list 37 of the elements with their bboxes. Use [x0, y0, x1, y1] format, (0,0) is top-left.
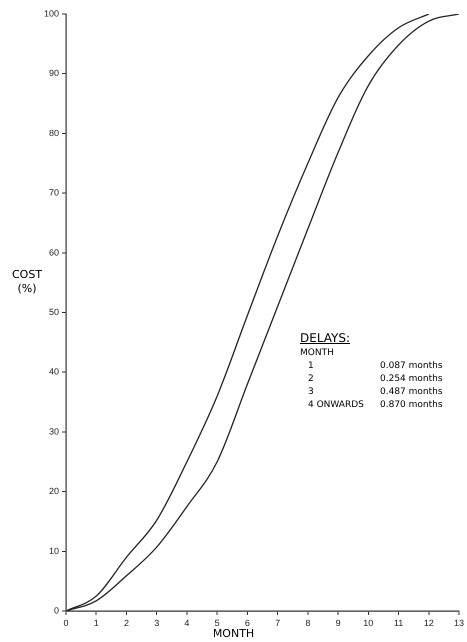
y-tick-label: 90	[48, 68, 59, 78]
x-tick-label: 12	[424, 618, 434, 628]
x-axis-title: MONTH	[212, 627, 256, 641]
x-tick-label: 9	[336, 618, 341, 628]
annotation: 4 ONWARDS	[307, 399, 365, 412]
annotation: 0.487 months	[380, 386, 443, 399]
annotation: 0.254 months	[380, 373, 443, 386]
y-tick-label: 50	[48, 306, 59, 317]
x-tick-label: 1	[94, 618, 99, 628]
x-tick-label: 3	[154, 618, 160, 628]
x-tick-label: 6	[244, 618, 250, 628]
x-tick-label: 11	[394, 618, 404, 628]
annotation: 1	[307, 360, 315, 373]
x-tick-label: 5	[214, 618, 220, 628]
y-tick-label: 20	[48, 486, 59, 496]
annotation: MONTH	[300, 347, 335, 360]
x-tick-label: 7	[275, 618, 280, 628]
x-tick-label: 13	[454, 618, 464, 628]
annotation: 0.870 months	[380, 399, 443, 412]
annotation: 0.087 months	[380, 360, 443, 373]
x-tick-label: 10	[363, 618, 374, 628]
annotation: 3	[307, 386, 315, 399]
y-tick-label: 10	[48, 546, 59, 556]
annotation: DELAYS:	[300, 331, 352, 345]
y-tick-label: 30	[48, 426, 59, 436]
x-tick-label: 8	[305, 618, 310, 628]
y-tick-label: 100	[44, 8, 59, 18]
y-tick-label: 70	[48, 188, 59, 198]
annotation: 2	[307, 373, 315, 386]
y-tick-label: 80	[48, 128, 59, 138]
x-tick-label: 2	[124, 618, 129, 628]
x-tick-label: 4	[184, 618, 190, 628]
y-tick-label: 40	[48, 366, 59, 377]
x-tick-label: 0	[63, 618, 69, 628]
y-tick-label: 0	[54, 605, 59, 616]
y-tick-label: 60	[48, 247, 59, 258]
y-axis-title: COST (%)	[12, 268, 42, 296]
